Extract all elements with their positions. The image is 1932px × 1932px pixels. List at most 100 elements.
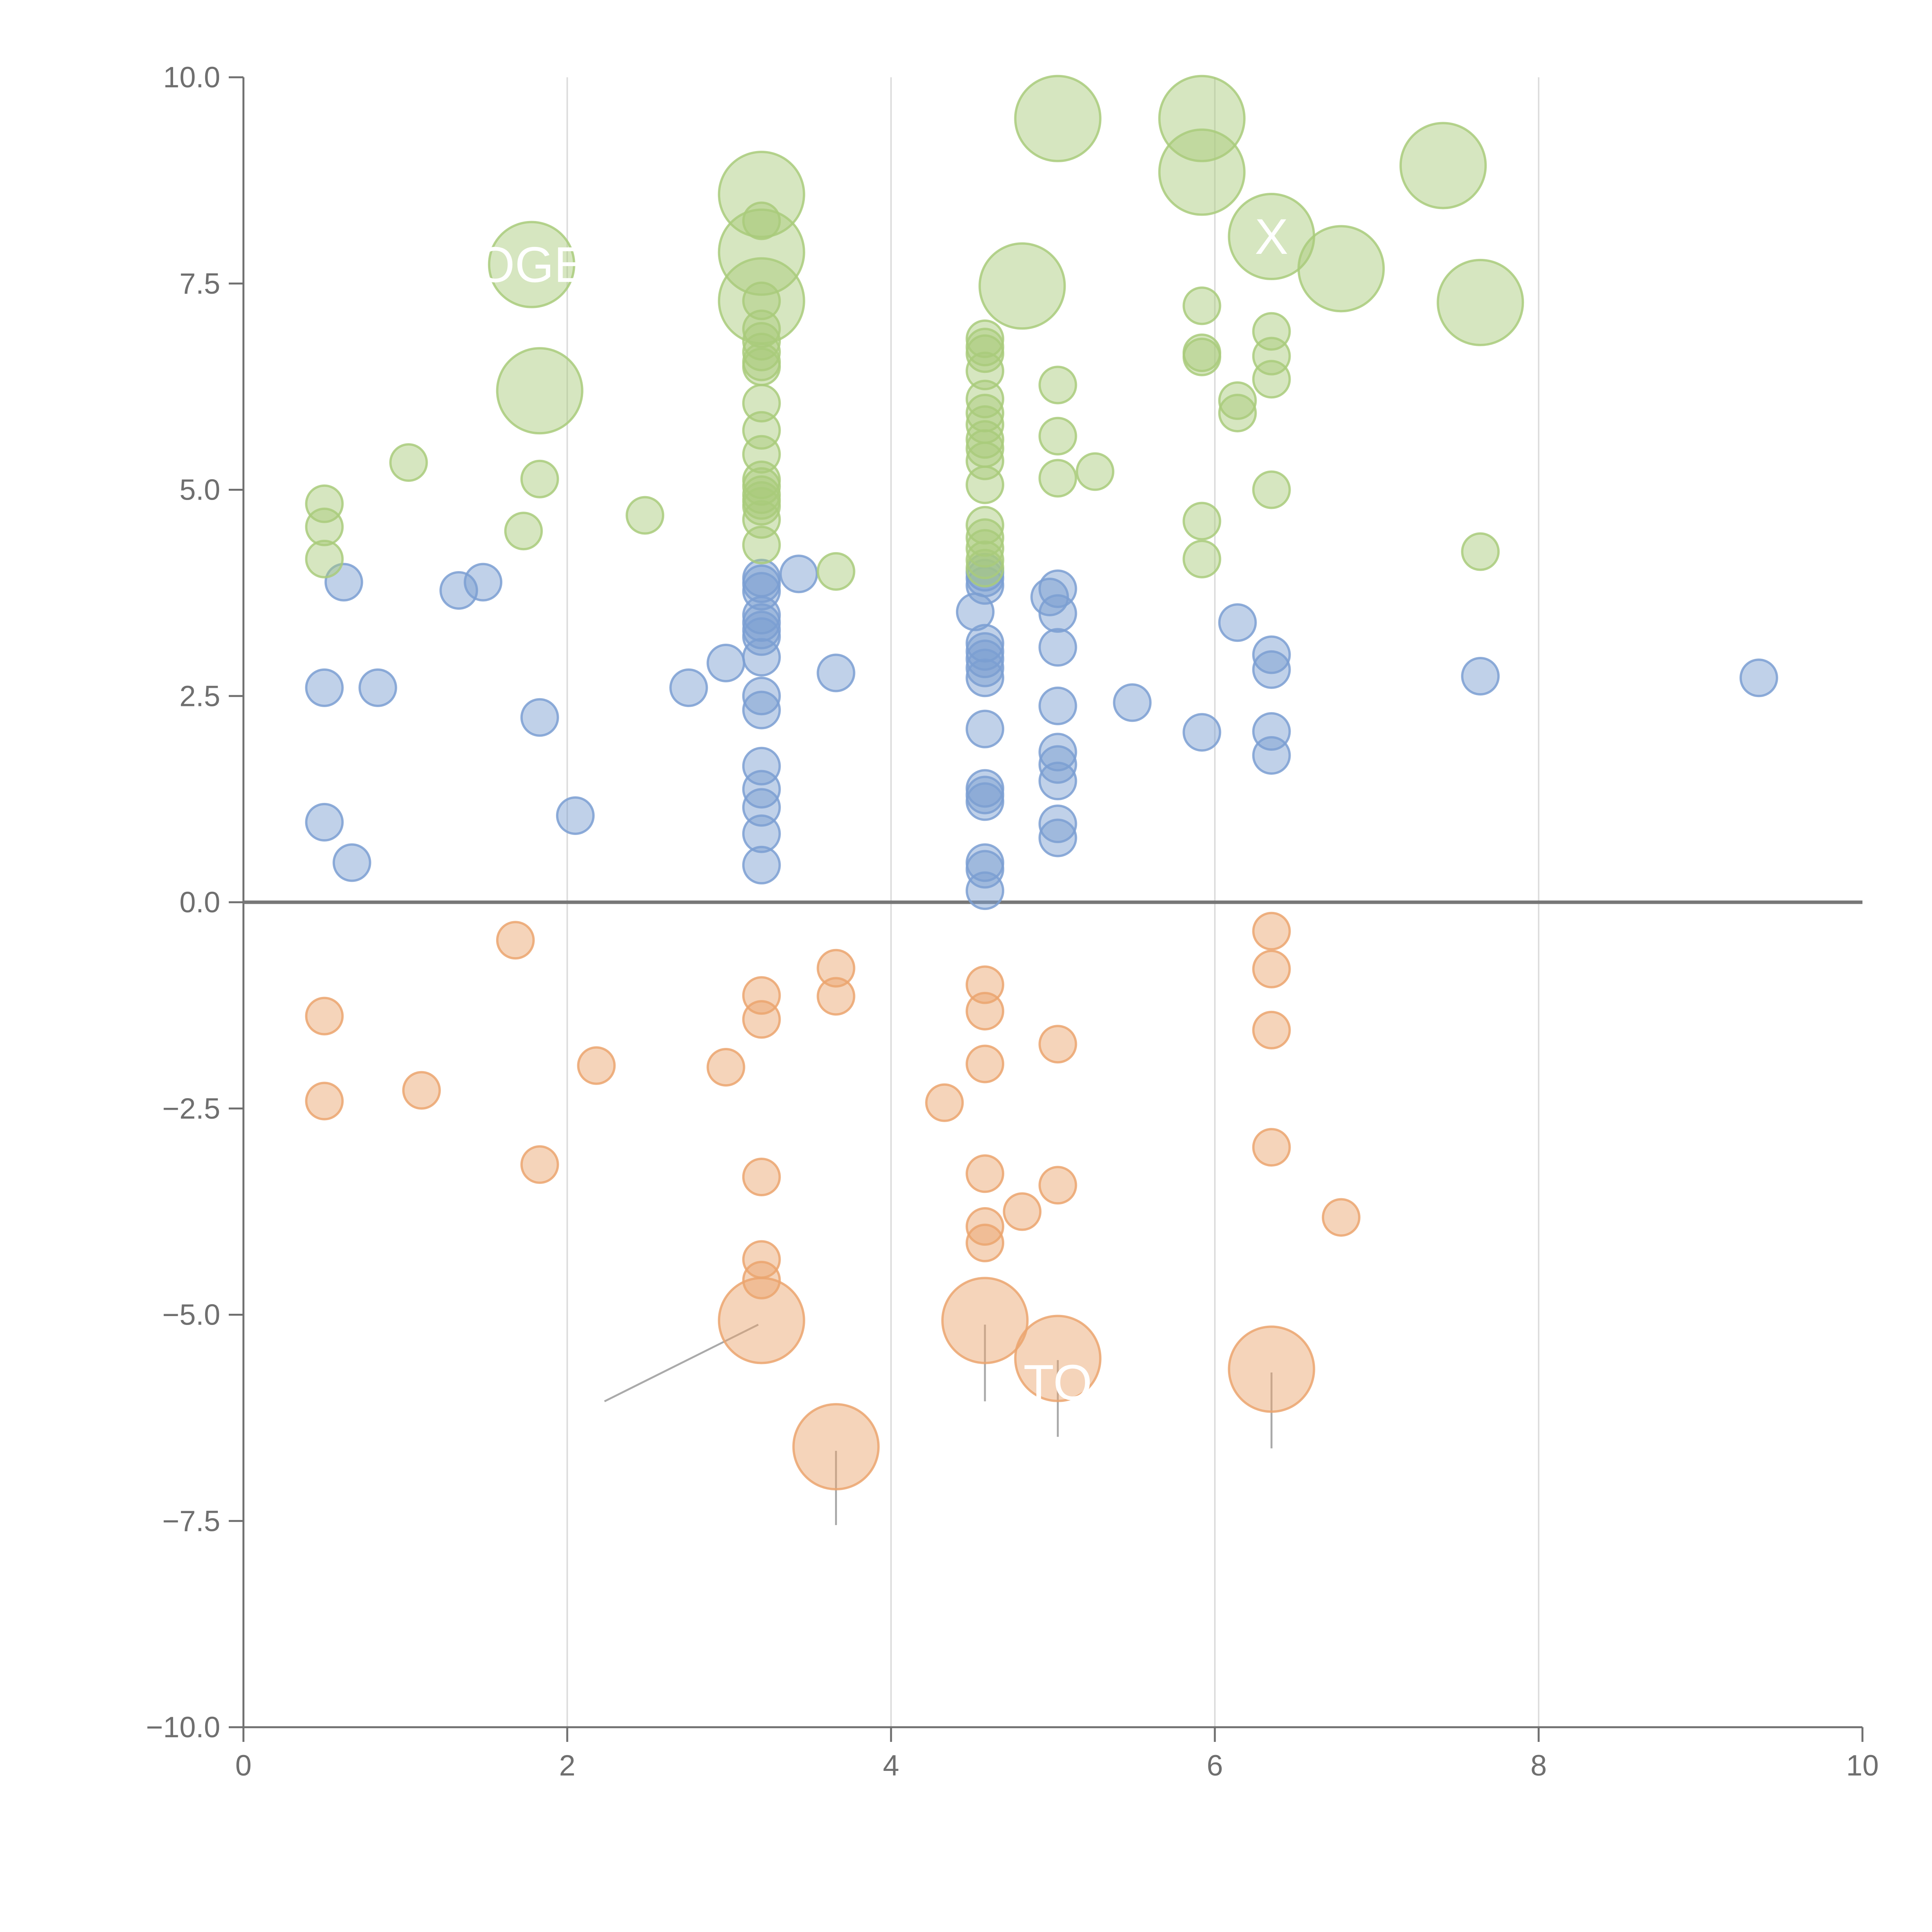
data-point xyxy=(742,690,781,730)
data-point xyxy=(1218,603,1257,642)
data-point xyxy=(1038,417,1077,456)
data-point xyxy=(1075,452,1114,491)
data-point xyxy=(402,1071,441,1110)
data-point xyxy=(742,788,781,827)
bubble-label: X xyxy=(1255,208,1288,265)
data-point xyxy=(966,992,1005,1031)
bubble-label: OGE xyxy=(476,236,587,293)
data-point xyxy=(504,512,543,551)
data-point xyxy=(1182,713,1221,752)
data-point xyxy=(978,242,1066,330)
data-point xyxy=(742,281,781,320)
data-point xyxy=(742,677,781,716)
data-point xyxy=(626,496,665,535)
data-point xyxy=(742,1000,781,1039)
data-point xyxy=(1461,657,1500,696)
data-point xyxy=(742,487,781,526)
data-point xyxy=(742,467,781,506)
data-point xyxy=(966,1154,1005,1193)
data-point xyxy=(1182,539,1221,578)
y-tick-label: −7.5 xyxy=(162,1505,220,1537)
data-point xyxy=(1252,736,1291,775)
data-point xyxy=(1437,259,1524,346)
data-point xyxy=(1321,1198,1361,1237)
data-point xyxy=(1014,75,1102,162)
data-point xyxy=(816,977,855,1016)
data-point xyxy=(941,1277,1029,1364)
data-point xyxy=(1038,804,1077,844)
data-point xyxy=(1252,650,1291,689)
data-point xyxy=(1399,122,1487,209)
data-point xyxy=(1218,393,1257,432)
data-point xyxy=(464,563,503,602)
data-point xyxy=(742,638,781,677)
data-point xyxy=(966,1044,1005,1083)
y-tick-label: 0.0 xyxy=(179,886,220,919)
data-point xyxy=(742,347,781,386)
x-tick-label: 2 xyxy=(559,1749,575,1782)
data-point xyxy=(496,347,583,435)
data-point xyxy=(966,518,1005,557)
data-point xyxy=(1113,683,1152,722)
data-point xyxy=(742,845,781,884)
data-point xyxy=(742,526,781,565)
data-point xyxy=(966,658,1005,697)
data-point xyxy=(966,850,1005,889)
data-point xyxy=(966,465,1005,504)
data-point xyxy=(305,1082,344,1121)
data-point xyxy=(520,459,559,498)
data-point xyxy=(1038,745,1077,784)
data-point xyxy=(742,814,781,853)
data-point xyxy=(1252,635,1291,674)
data-point xyxy=(1252,337,1291,376)
data-point xyxy=(925,1083,964,1122)
y-tick-label: 2.5 xyxy=(179,680,220,713)
data-point xyxy=(488,221,575,308)
data-point xyxy=(520,1145,559,1184)
data-point xyxy=(389,443,428,482)
x-tick-label: 0 xyxy=(235,1749,252,1782)
bubble-label: TO xyxy=(1023,1354,1092,1411)
data-point xyxy=(1228,1325,1315,1413)
leader-layer xyxy=(604,1323,1273,1525)
data-point xyxy=(439,571,478,610)
data-point xyxy=(1158,75,1246,162)
data-point xyxy=(1461,532,1500,571)
data-point xyxy=(966,965,1005,1004)
data-point xyxy=(1003,1192,1042,1231)
data-point xyxy=(1297,225,1385,313)
data-point xyxy=(1182,502,1221,541)
data-point xyxy=(332,843,371,882)
data-point xyxy=(1014,1315,1102,1402)
data-point xyxy=(966,549,1005,588)
data-point xyxy=(742,1260,781,1299)
data-point xyxy=(966,1223,1005,1262)
data-point xyxy=(966,540,1005,579)
data-point xyxy=(1158,128,1246,216)
data-point xyxy=(305,507,344,546)
data-point xyxy=(305,539,344,578)
y-tick-label: 10.0 xyxy=(163,61,220,94)
y-tick-label: −2.5 xyxy=(162,1092,220,1125)
points-layer xyxy=(305,75,1778,1491)
data-point xyxy=(1038,594,1077,633)
data-point xyxy=(1038,762,1077,801)
data-point xyxy=(718,208,805,296)
data-point xyxy=(1038,1025,1077,1064)
y-tick-label: −5.0 xyxy=(162,1299,220,1332)
data-point xyxy=(358,668,397,707)
data-point xyxy=(966,529,1005,568)
data-point xyxy=(966,709,1005,748)
data-point xyxy=(706,643,745,682)
data-point xyxy=(305,484,344,523)
data-point xyxy=(1252,912,1291,951)
data-point xyxy=(496,921,535,960)
data-point xyxy=(577,1046,616,1085)
data-point xyxy=(966,782,1005,821)
data-point xyxy=(742,310,781,349)
data-point xyxy=(520,698,559,737)
data-point xyxy=(966,506,1005,545)
x-tick-label: 4 xyxy=(883,1749,899,1782)
data-point xyxy=(1038,628,1077,667)
